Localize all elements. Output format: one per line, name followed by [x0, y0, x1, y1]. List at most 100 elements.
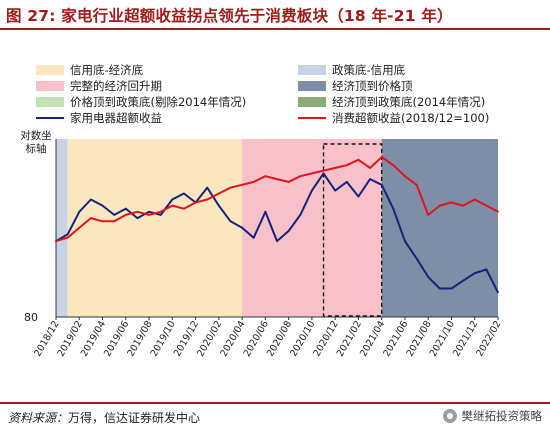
source-label: 资料来源：	[8, 411, 69, 425]
series-point	[404, 175, 406, 178]
legend-item-economy-top-to-policy-2014: 经济顶到政策底(2014年情况)	[298, 94, 485, 110]
series-lines	[55, 156, 499, 294]
series-point	[357, 195, 360, 198]
series-point	[427, 214, 430, 216]
series-point	[299, 175, 302, 178]
series-point	[183, 192, 185, 195]
legend-swatch	[298, 81, 326, 91]
wechat-icon	[442, 409, 457, 423]
footer-divider	[0, 402, 550, 404]
shaded-period	[381, 139, 498, 317]
series-point	[438, 287, 441, 290]
series-point	[427, 276, 430, 278]
series-point	[322, 172, 325, 175]
axis-note: 对数坐标轴	[20, 130, 52, 155]
series-point	[66, 233, 69, 236]
series-point	[217, 192, 220, 195]
figure-title: 图 27: 家电行业超额收益拐点领先于消费板块（18 年-21 年）	[6, 4, 453, 26]
series-point	[485, 204, 488, 207]
series-point	[497, 291, 499, 294]
series-point	[369, 167, 371, 169]
legend-line-swatch	[36, 117, 64, 119]
series-point	[229, 186, 232, 189]
legend-swatch	[36, 81, 64, 91]
source-text: 万得，信达证券研发中心	[68, 411, 201, 425]
series-point	[264, 210, 267, 213]
legend-label: 价格顶到政策底(剔除2014年情况)	[70, 95, 247, 109]
series-point	[124, 214, 127, 216]
series-point	[148, 210, 150, 213]
figure-label: 图 27:	[6, 7, 56, 25]
legend-swatch	[298, 97, 326, 107]
shaded-period	[242, 139, 382, 317]
series-point	[369, 178, 371, 180]
series-point	[380, 183, 383, 186]
series-point	[159, 210, 162, 213]
series-point	[462, 204, 465, 207]
shaded-period	[56, 139, 68, 317]
legend-label: 家用电器超额收益	[70, 111, 162, 125]
series-point	[415, 183, 418, 186]
series-point	[380, 156, 383, 159]
series-point	[136, 217, 139, 219]
legend-item-appliance-excess: 家用电器超额收益	[36, 110, 162, 126]
series-point	[217, 204, 220, 207]
series-point	[473, 198, 476, 201]
series-point	[345, 181, 348, 183]
shaded-periods	[56, 139, 498, 317]
series-point	[450, 201, 453, 204]
series-point	[310, 189, 313, 192]
watermark: 樊继拓投资策略	[442, 408, 543, 424]
series-point	[113, 220, 116, 223]
series-point	[287, 181, 290, 183]
legend-label: 经济顶到价格顶	[332, 79, 413, 93]
series-point	[241, 183, 244, 186]
legend-item-price-top-to-policy: 价格顶到政策底(剔除2014年情况)	[36, 94, 246, 110]
y-tick-label: 80	[24, 311, 38, 324]
series-point	[252, 181, 255, 183]
series-point	[159, 214, 162, 216]
series-point	[183, 207, 185, 210]
series-point	[229, 220, 232, 223]
series-point	[392, 164, 395, 167]
legend-line-swatch	[298, 117, 326, 119]
series-point	[404, 240, 406, 242]
series-point	[66, 236, 69, 239]
legend-label: 信用底-经济底	[70, 63, 144, 77]
series-point	[276, 240, 278, 242]
series-point	[450, 287, 453, 290]
legend-swatch	[298, 65, 326, 75]
series-point	[334, 167, 337, 169]
series-point	[89, 217, 92, 219]
series-point	[310, 172, 313, 175]
series-point	[322, 169, 325, 172]
series-point	[171, 204, 174, 207]
series-point	[357, 158, 360, 161]
series-point	[485, 268, 488, 271]
legend-label: 政策底-信用底	[332, 63, 406, 77]
series-point	[415, 257, 418, 260]
figure-title-text: 家电行业超额收益拐点领先于消费板块（18 年-21 年）	[61, 7, 453, 25]
series-point	[101, 204, 104, 207]
series-point	[345, 164, 348, 167]
series-point	[392, 207, 395, 210]
series-point	[497, 210, 499, 213]
legend-item-credit-to-economy: 信用底-经济底	[36, 62, 143, 78]
legend-swatch	[36, 97, 64, 107]
series-point	[78, 226, 81, 229]
series-point	[194, 201, 197, 204]
series-point	[136, 210, 139, 213]
series-point	[334, 189, 337, 192]
series-point	[89, 198, 92, 201]
highlight-box	[322, 143, 383, 317]
watermark-text: 樊继拓投资策略	[461, 409, 543, 423]
legend-label: 消费超额收益(2018/12=100)	[332, 111, 490, 125]
legend-swatch	[36, 65, 64, 75]
series-point	[287, 230, 290, 232]
series-point	[78, 210, 81, 213]
series-point	[101, 220, 104, 223]
series-point	[462, 279, 465, 282]
series-point	[252, 236, 255, 239]
source-note: 资料来源：万得，信达证券研发中心	[8, 409, 200, 426]
series-point	[206, 186, 209, 189]
